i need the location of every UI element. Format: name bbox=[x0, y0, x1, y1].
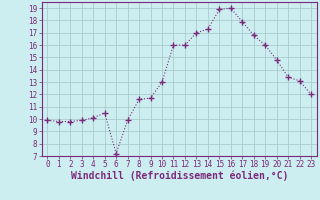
X-axis label: Windchill (Refroidissement éolien,°C): Windchill (Refroidissement éolien,°C) bbox=[70, 171, 288, 181]
